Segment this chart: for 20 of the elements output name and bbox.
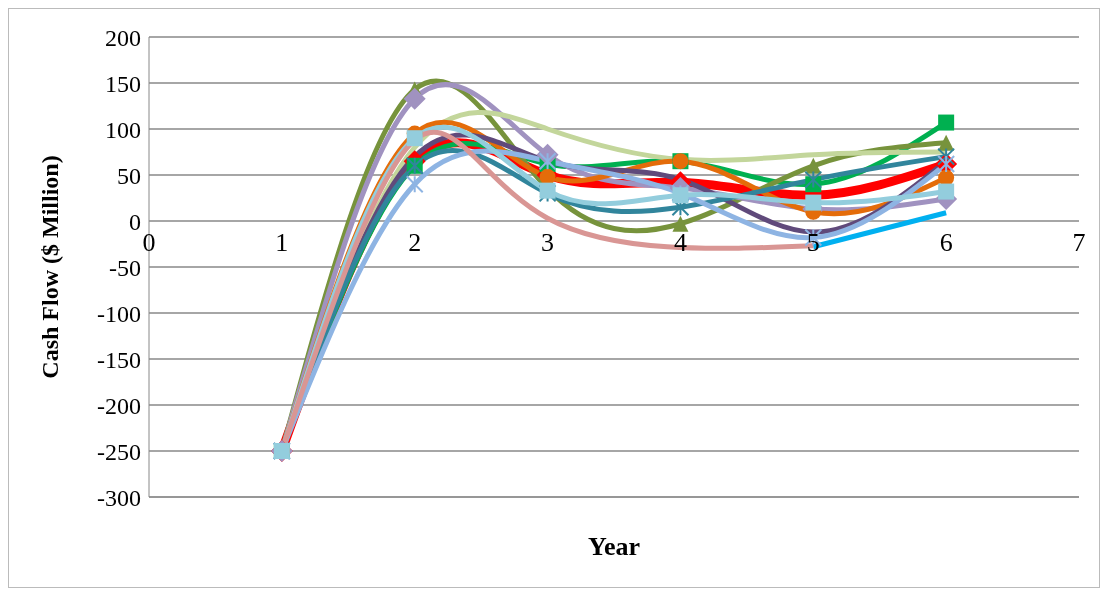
- x-tick-label: 6: [939, 228, 953, 257]
- y-tick-label: 50: [117, 162, 141, 189]
- x-tick-label: 1: [275, 228, 289, 257]
- y-tick-label: -200: [97, 392, 141, 419]
- x-tick-label: 2: [408, 228, 422, 257]
- y-tick-label: 0: [129, 208, 141, 235]
- y-tick-label: -250: [97, 438, 141, 465]
- y-tick-label: 150: [105, 70, 141, 97]
- y-tick-label: 100: [105, 116, 141, 143]
- y-tick-label: -150: [97, 346, 141, 373]
- y-tick-label: -300: [97, 484, 141, 511]
- y-tick-label: 200: [105, 24, 141, 51]
- x-tick-label: 7: [1072, 228, 1086, 257]
- x-tick-label: 3: [541, 228, 555, 257]
- x-axis-title: Year: [588, 532, 640, 562]
- y-axis-title: Cash Flow ($ Million): [36, 155, 63, 379]
- x-tick-label: 4: [673, 228, 687, 257]
- y-tick-label: -100: [97, 300, 141, 327]
- x-tick-label: 5: [806, 228, 820, 257]
- y-tick-label: -50: [109, 254, 141, 281]
